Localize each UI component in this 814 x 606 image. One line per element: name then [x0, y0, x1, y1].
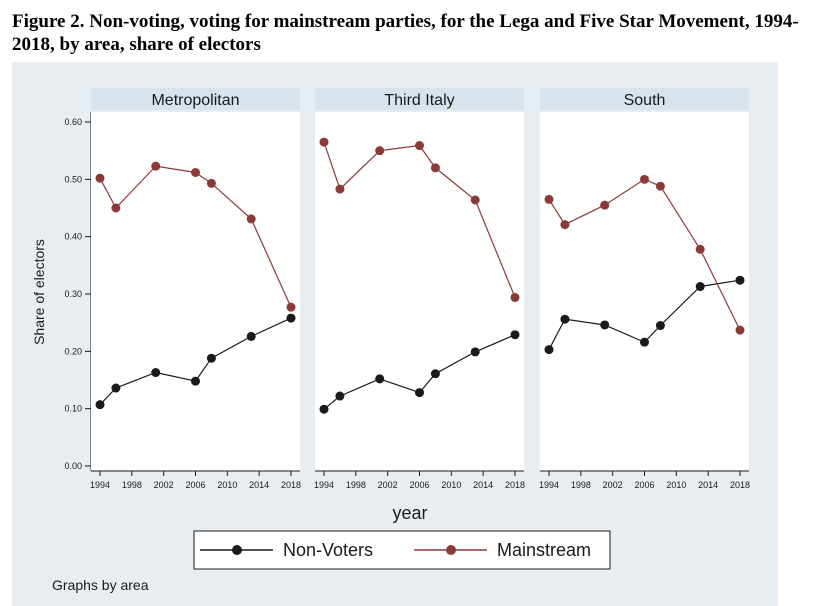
data-point: [600, 320, 610, 330]
x-axis-title: year: [392, 503, 427, 523]
y-tick-label: 0.10: [64, 404, 82, 414]
y-tick-label: 0.60: [64, 117, 82, 127]
y-axis-title: Share of electors: [31, 239, 47, 345]
graphs-by-note: Graphs by area: [52, 577, 149, 593]
x-tick-label: 2010: [217, 480, 237, 490]
panel-plot-bg: [540, 112, 749, 471]
data-point: [655, 321, 665, 331]
chart-svg: 0.00 0.10 0.20 0.30 0.40 0.50 0.60 Share of ele…: [31, 88, 750, 593]
x-tick-label: 1998: [346, 480, 366, 490]
y-tick-label: 0.50: [64, 174, 82, 184]
panel-strip: [91, 88, 300, 110]
x-tick-label: 2014: [249, 480, 269, 490]
data-point: [544, 345, 554, 355]
x-tick-label: 2010: [441, 480, 461, 490]
data-point: [191, 376, 200, 386]
legend-swatch-marker: [446, 545, 456, 555]
data-point: [111, 383, 121, 393]
panel-title: Metropolitan: [151, 92, 239, 109]
x-tick-label: 2006: [409, 480, 429, 490]
data-point: [375, 146, 385, 156]
data-point: [375, 374, 385, 384]
panel-title: Third Italy: [384, 92, 454, 109]
x-tick-label: 2018: [281, 480, 301, 490]
y-tick-label: 0.40: [64, 232, 82, 242]
x-tick-label: 1994: [539, 480, 559, 490]
x-tick-label: 1998: [571, 480, 591, 490]
panel-strip: [540, 88, 749, 110]
y-tick-label: 0.30: [64, 289, 82, 299]
x-tick-label: 2014: [473, 480, 493, 490]
data-point: [95, 173, 105, 183]
data-point: [430, 163, 440, 173]
data-point: [470, 347, 480, 357]
x-tick-label: 1994: [90, 480, 110, 490]
y-tick-label: 0.00: [64, 461, 82, 471]
data-point: [319, 137, 329, 147]
data-point: [95, 400, 105, 410]
data-point: [335, 391, 345, 401]
data-point: [695, 282, 705, 292]
x-tick-label: 2014: [698, 480, 718, 490]
data-point: [510, 330, 520, 340]
legend-label: Non-Voters: [283, 540, 373, 560]
data-point: [415, 388, 424, 398]
data-point: [600, 200, 610, 210]
x-tick-label: 2002: [154, 480, 174, 490]
data-point: [111, 203, 121, 213]
data-point: [415, 141, 424, 151]
data-point: [246, 331, 256, 341]
data-point: [560, 220, 570, 230]
x-tick-label: 2018: [505, 480, 525, 490]
x-tick-label: 2006: [185, 480, 205, 490]
data-point: [206, 353, 216, 363]
panel-title: South: [624, 92, 666, 109]
data-point: [544, 194, 554, 204]
chart-area: 0.00 0.10 0.20 0.30 0.40 0.50 0.60 Share of ele…: [12, 62, 778, 606]
x-tick-label: 2002: [378, 480, 398, 490]
data-point: [246, 214, 256, 224]
data-point: [151, 368, 161, 378]
data-point: [286, 313, 296, 323]
data-point: [510, 292, 520, 302]
panel-strip: [315, 88, 524, 110]
data-point: [430, 369, 440, 379]
data-point: [695, 244, 705, 254]
data-point: [735, 325, 745, 335]
x-tick-label: 2010: [666, 480, 686, 490]
x-tick-label: 2018: [730, 480, 750, 490]
data-point: [655, 181, 665, 191]
legend-label: Mainstream: [497, 540, 591, 560]
x-tick-label: 2006: [634, 480, 654, 490]
data-point: [206, 178, 216, 188]
y-tick-label: 0.20: [64, 346, 82, 356]
data-point: [191, 167, 200, 177]
data-point: [286, 302, 296, 312]
figure-title: Figure 2. Non-voting, voting for mainstr…: [12, 11, 799, 55]
data-point: [735, 275, 745, 285]
panel-plot-bg: [315, 112, 524, 471]
data-point: [470, 195, 480, 205]
data-point: [560, 314, 570, 324]
x-tick-label: 1998: [122, 480, 142, 490]
panel-plot-bg: [91, 112, 300, 471]
data-point: [640, 174, 649, 184]
x-tick-label: 1994: [314, 480, 334, 490]
x-tick-label: 2002: [603, 480, 623, 490]
data-point: [151, 161, 161, 171]
legend-swatch-marker: [232, 545, 242, 555]
data-point: [335, 184, 345, 194]
data-point: [640, 337, 649, 347]
data-point: [319, 404, 329, 414]
